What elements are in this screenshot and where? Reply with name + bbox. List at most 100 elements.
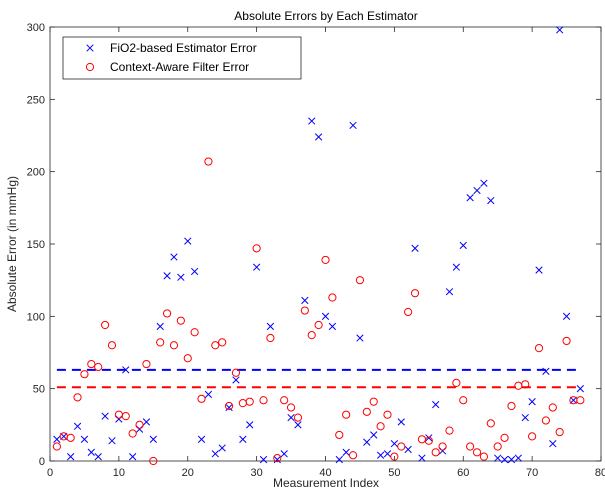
x-marker-point — [549, 439, 557, 448]
x-marker-point — [521, 413, 529, 422]
x-marker-point — [466, 194, 474, 202]
circle-marker-point — [128, 429, 137, 438]
circle-marker-point — [259, 396, 268, 405]
x-tick-label: 80 — [595, 467, 605, 479]
circle-marker-point — [452, 378, 461, 387]
circle-marker-point — [266, 333, 275, 343]
circle-marker-point — [66, 433, 75, 442]
circle-marker-point — [541, 416, 551, 425]
x-tick-label: 40 — [319, 467, 331, 479]
circle-marker-point — [280, 396, 289, 405]
x-marker-point — [225, 403, 233, 412]
x-marker-point — [514, 454, 523, 462]
circle-marker-point — [438, 442, 447, 451]
x-marker-point — [197, 435, 206, 443]
x-marker-point — [411, 244, 419, 252]
x-marker-point — [204, 390, 213, 399]
circle-marker-point — [245, 397, 254, 406]
circle-marker-point — [149, 456, 158, 466]
circle-marker-point — [252, 244, 261, 253]
circle-marker-point — [576, 396, 585, 405]
x-marker-point — [528, 398, 536, 406]
legend-marker-circle — [85, 62, 95, 72]
x-axis-label: Measurement Index — [273, 476, 379, 490]
circle-marker-point — [348, 451, 358, 460]
x-marker-point — [80, 435, 89, 443]
y-tick-label: 200 — [27, 167, 45, 179]
x-marker-point — [494, 454, 502, 462]
circle-marker-point — [521, 380, 530, 389]
y-axis: 0 50 100 150 200 250 300 — [27, 22, 601, 468]
circle-marker-point — [445, 426, 454, 435]
circle-marker-point — [376, 422, 385, 431]
x-marker-point — [135, 425, 144, 433]
x-marker-point — [67, 453, 75, 461]
x-marker-point — [473, 186, 481, 195]
x-marker-point — [94, 453, 102, 461]
x-marker-point — [335, 455, 343, 464]
x-marker-point — [73, 422, 82, 430]
x-marker-point — [287, 413, 295, 422]
circle-marker-point — [162, 309, 172, 318]
x-marker-point — [556, 26, 564, 34]
x-tick-label: 20 — [182, 467, 194, 479]
circle-marker-point — [204, 157, 213, 166]
x-marker-point — [404, 445, 412, 454]
x-marker-point — [142, 418, 151, 426]
x-marker-point — [342, 448, 350, 456]
x-marker-point — [218, 444, 226, 452]
circle-marker-point — [355, 276, 365, 285]
x-marker-point — [370, 431, 378, 439]
x-tick-label: 0 — [47, 467, 53, 479]
circle-marker-point — [183, 354, 192, 363]
circle-marker-point — [397, 442, 406, 451]
circle-marker-point — [273, 454, 282, 463]
circle-marker-point — [459, 396, 468, 405]
x-marker-point — [122, 366, 130, 374]
x-marker-point — [294, 421, 302, 429]
circle-marker-point — [80, 370, 89, 379]
circle-marker-point — [555, 427, 564, 437]
x-marker-point — [500, 455, 509, 464]
x-marker-point — [266, 322, 275, 331]
x-marker-point — [445, 288, 454, 296]
y-tick-label: 0 — [39, 456, 45, 468]
x-marker-point — [383, 450, 392, 458]
x-marker-point — [280, 450, 288, 458]
x-marker-point — [115, 415, 123, 423]
circle-marker-point — [466, 442, 475, 451]
circle-marker-point — [369, 397, 378, 406]
x-marker-point — [149, 435, 157, 443]
legend-label: FiO2-based Estimator Error — [110, 41, 257, 55]
x-marker-point — [211, 450, 219, 458]
legend: FiO2-based Estimator Error Context-Aware … — [62, 36, 302, 80]
x-marker-point — [452, 263, 461, 271]
x-marker-point — [101, 412, 109, 420]
x-marker-point — [438, 447, 447, 455]
circle-marker-point — [307, 331, 316, 340]
circle-marker-point — [507, 401, 516, 411]
circle-marker-point — [493, 442, 502, 451]
x-marker-point — [507, 455, 516, 464]
circle-marker-point — [300, 306, 309, 315]
plot-area — [49, 26, 602, 462]
x-marker-point — [163, 272, 171, 280]
x-tick-label: 50 — [388, 467, 400, 479]
x-marker-point — [542, 367, 550, 375]
circle-marker-point — [410, 289, 420, 298]
circle-marker-point — [197, 394, 206, 403]
circle-marker-point — [424, 436, 433, 445]
circle-marker-point — [101, 320, 110, 330]
circle-marker-point — [500, 433, 509, 442]
circle-marker-point — [390, 452, 399, 461]
x-marker-point — [321, 312, 330, 320]
x-marker-point — [562, 312, 571, 320]
x-marker-point — [390, 439, 399, 448]
circle-marker-point — [224, 401, 234, 411]
x-tick-label: 60 — [457, 467, 469, 479]
x-marker-point — [576, 385, 584, 393]
circle-marker-point — [486, 419, 495, 428]
x-tick-label: 30 — [251, 467, 263, 479]
circle-marker-point — [286, 403, 296, 412]
